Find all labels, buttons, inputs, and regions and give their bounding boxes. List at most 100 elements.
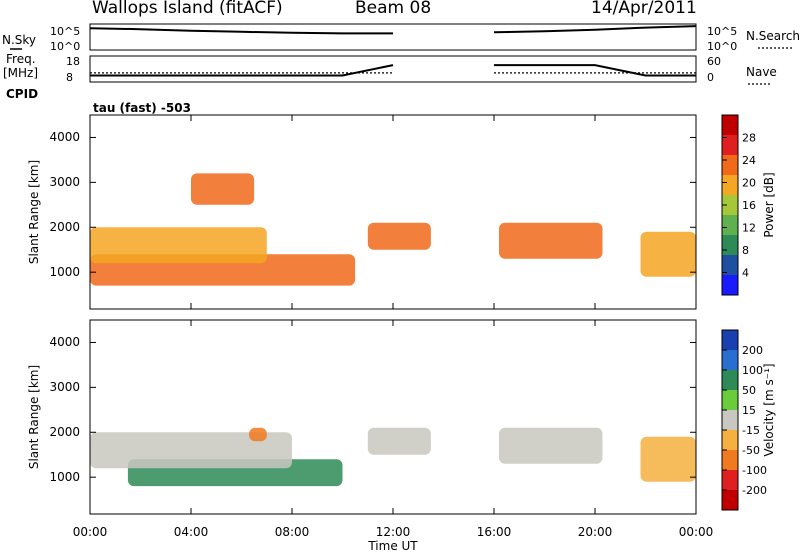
colorbar-segment (722, 330, 738, 351)
plot-header: Wallops Island (fitACF) Beam 08 14/Apr/2… (0, 0, 800, 22)
freq-tick-high: 18 (66, 55, 80, 68)
power-ytick-2000: 2000 (49, 220, 80, 234)
cpid-mode: tau (fast) -503 (93, 101, 191, 115)
colorbar-segment (722, 135, 738, 156)
nave-label: Nave (746, 65, 777, 79)
colorbar-segment (722, 195, 738, 216)
freq-tick-low: 8 (66, 71, 73, 84)
nsky-label: N.Sky (2, 33, 36, 47)
colorbar-segment (722, 350, 738, 371)
freq-series-line (90, 64, 696, 77)
colorbar-tick-label: 4 (742, 267, 749, 280)
nave-tick-high: 60 (707, 55, 721, 68)
power-colorbar (721, 114, 739, 296)
nsearch-tick-high: 10^5 (707, 25, 737, 38)
velocity-panel: 1000 2000 3000 4000 Slant Range [km] Vel… (27, 319, 776, 515)
velocity-ytick-3000: 3000 (49, 380, 80, 394)
colorbar-tick-label: 50 (742, 384, 756, 397)
colorbar-tick-label: -50 (742, 444, 760, 457)
nsky-tick-high: 10^5 (50, 25, 80, 38)
nsky-series-line (89, 25, 697, 35)
colorbar-tick-label: 16 (742, 199, 756, 212)
colorbar-segment (722, 410, 738, 431)
nsearch-label: N.Search (746, 29, 800, 43)
scatter-echo-region (367, 222, 431, 250)
colorbar-tick-label: 200 (742, 344, 763, 357)
scatter-echo-region (499, 427, 603, 464)
power-ytick-3000: 3000 (49, 175, 80, 189)
power-ytick-4000: 4000 (49, 130, 80, 144)
freq-panel: Freq. [MHz] 18 8 60 0 Nave (3, 52, 777, 85)
freq-unit: [MHz] (3, 66, 38, 80)
xaxis-tick-label: 04:00 (174, 525, 209, 539)
nsky-frame (89, 23, 697, 51)
scatter-echo-region (499, 222, 603, 259)
velocity-data (90, 427, 696, 487)
time-axis: 00:00 04:00 08:00 12:00 16:00 20:00 00:00 (73, 115, 714, 539)
velocity-ytick-1000: 1000 (49, 470, 80, 484)
velocity-ytick-4000: 4000 (49, 335, 80, 349)
date-label: 14/Apr/2011 (591, 0, 697, 18)
colorbar-segment (722, 175, 738, 196)
cpid-label: CPID (6, 87, 38, 101)
station-title: Wallops Island (fitACF) (92, 0, 283, 18)
nsky-panel: N.Sky 10^5 10^0 10^5 10^0 N.Search (2, 23, 800, 53)
xaxis-tick-label: 16:00 (477, 525, 512, 539)
power-data (90, 173, 696, 286)
xaxis-label: Time UT (367, 539, 418, 553)
velocity-ytick-2000: 2000 (49, 425, 80, 439)
scatter-echo-region (90, 227, 267, 264)
colorbar-segment (722, 390, 738, 411)
colorbar-segment (722, 255, 738, 276)
colorbar-segment (722, 215, 738, 236)
colorbar-segment (722, 490, 738, 511)
xaxis-tick-label: 00:00 (73, 525, 108, 539)
power-ytick-1000: 1000 (49, 265, 80, 279)
colorbar-tick-label: -15 (742, 424, 760, 437)
scatter-echo-region (640, 231, 696, 277)
colorbar-segment (722, 235, 738, 256)
colorbar-tick-label: -100 (742, 464, 767, 477)
colorbar-segment (722, 115, 738, 136)
colorbar-segment (722, 430, 738, 451)
nsky-tick-low: 10^0 (50, 40, 80, 53)
power-colorbar-label: Power [dB] (762, 172, 776, 237)
colorbar-tick-label: 12 (742, 222, 756, 235)
power-colorbar-ticks: 28 24 20 16 12 8 4 (722, 132, 756, 280)
colorbar-segment (722, 370, 738, 391)
colorbar-tick-label: -200 (742, 484, 767, 497)
power-yaxis: 1000 2000 3000 4000 (49, 130, 80, 279)
power-panel: 1000 2000 3000 4000 Slant Range [km] Pow… (27, 114, 776, 310)
colorbar-segment (722, 275, 738, 296)
xaxis-tick-label: 00:00 (679, 525, 714, 539)
colorbar-frame (721, 329, 739, 511)
xaxis-tick-label: 20:00 (578, 525, 613, 539)
colorbar-tick-label: 24 (742, 154, 756, 167)
velocity-ylabel: Slant Range [km] (27, 365, 41, 469)
velocity-colorbar-ticks: 200 100 50 15 -15 -50 -100 -200 (722, 344, 767, 497)
scatter-echo-region (640, 436, 696, 482)
scatter-echo-region (367, 427, 431, 455)
colorbar-tick-label: 20 (742, 177, 756, 190)
freq-label: Freq. (6, 52, 36, 66)
colorbar-tick-label: 15 (742, 404, 756, 417)
nsearch-tick-low: 10^0 (707, 40, 737, 53)
colorbar-segment (722, 450, 738, 471)
scatter-echo-region (90, 432, 292, 469)
colorbar-tick-label: 8 (742, 244, 749, 257)
xaxis-tick-label: 12:00 (376, 525, 411, 539)
freq-frame (89, 55, 697, 83)
nave-tick-low: 0 (707, 71, 714, 84)
scatter-echo-region (249, 427, 267, 442)
xaxis-tick-label: 08:00 (275, 525, 310, 539)
velocity-colorbar-label: Velocity [m s⁻¹] (762, 363, 776, 456)
colorbar-segment (722, 470, 738, 491)
beam-label: Beam 08 (355, 0, 432, 18)
colorbar-tick-label: 28 (742, 132, 756, 145)
colorbar-segment (722, 155, 738, 176)
colorbar-tick-label: 100 (742, 364, 763, 377)
velocity-colorbar (721, 329, 739, 511)
velocity-yaxis: 1000 2000 3000 4000 (49, 335, 80, 484)
power-ylabel: Slant Range [km] (27, 160, 41, 264)
